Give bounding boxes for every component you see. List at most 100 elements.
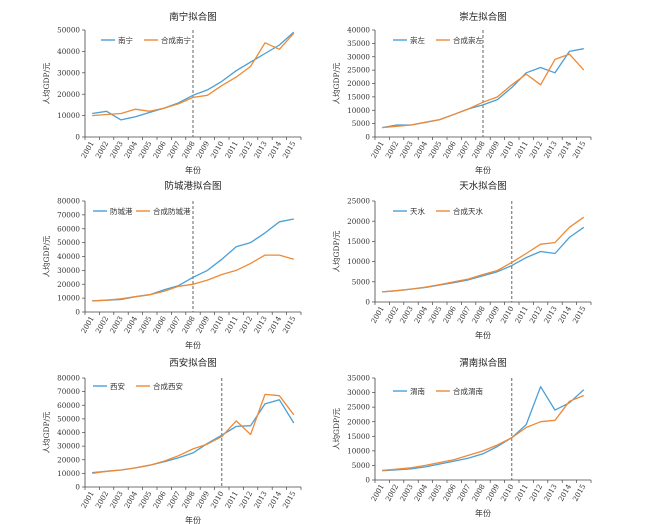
y-tick-label: 10000 xyxy=(347,446,370,455)
y-tick-label: 40000 xyxy=(347,26,370,35)
y-tick-label: 60000 xyxy=(57,224,80,233)
x-tick-label: 2004 xyxy=(122,314,139,335)
chart-title: 渭南拟合图 xyxy=(459,357,507,369)
x-tick-label: 2011 xyxy=(223,140,240,160)
x-tick-label: 2005 xyxy=(137,314,154,335)
chart-title: 崇左拟合图 xyxy=(459,11,507,23)
x-tick-label: 2011 xyxy=(513,483,530,503)
x-tick-label: 2011 xyxy=(223,490,240,510)
x-tick-label: 2003 xyxy=(108,314,125,335)
y-tick-label: 30000 xyxy=(57,442,80,451)
y-tick-label: 50000 xyxy=(57,414,80,423)
y-tick-label: 30000 xyxy=(57,266,80,275)
x-tick-label: 2012 xyxy=(527,140,544,160)
x-tick-label: 2013 xyxy=(252,489,269,510)
y-tick-label: 60000 xyxy=(57,401,80,410)
x-tick-label: 2007 xyxy=(165,139,182,160)
y-tick-label: 35000 xyxy=(347,374,370,383)
x-tick-label: 2014 xyxy=(266,314,283,335)
series-line-actual xyxy=(92,31,295,121)
y-tick-label: 0 xyxy=(75,308,80,317)
y-tick-label: 15000 xyxy=(347,92,370,101)
x-tick-label: 2009 xyxy=(194,314,211,335)
x-tick-label: 2007 xyxy=(455,482,472,503)
x-tick-label: 2012 xyxy=(237,490,254,510)
y-axis-label: 人均GDP/元 xyxy=(41,411,51,454)
y-tick-label: 30000 xyxy=(347,52,370,61)
y-tick-label: 10000 xyxy=(347,106,370,115)
series-line-synthetic xyxy=(382,216,585,293)
y-tick-label: 5000 xyxy=(352,461,371,470)
x-tick-label: 2015 xyxy=(571,482,588,503)
x-tick-label: 2008 xyxy=(180,489,197,510)
chart-title: 西安拟合图 xyxy=(169,357,217,369)
x-tick-label: 2010 xyxy=(209,489,226,510)
x-tick-label: 2006 xyxy=(441,304,458,325)
x-tick-label: 2011 xyxy=(513,140,530,160)
x-tick-label: 2013 xyxy=(542,482,559,503)
x-tick-label: 2013 xyxy=(542,304,559,325)
x-tick-label: 2005 xyxy=(427,482,444,503)
y-tick-label: 30000 xyxy=(57,68,80,77)
x-tick-label: 2006 xyxy=(151,139,168,160)
x-tick-label: 2010 xyxy=(209,139,226,160)
x-tick-label: 2014 xyxy=(266,489,283,510)
y-axis-label: 人均GDP/元 xyxy=(41,62,51,105)
legend-label: 合成南宁 xyxy=(161,35,191,45)
legend-label: 崇左 xyxy=(410,35,425,45)
chart-title: 南宁拟合图 xyxy=(169,11,217,23)
legend-label: 合成西安 xyxy=(153,381,183,391)
x-tick-label: 2008 xyxy=(180,139,197,160)
series-line-synthetic xyxy=(382,394,585,472)
chart-panel: 天水拟合图05000100001500020000250002001200220… xyxy=(331,180,592,340)
x-tick-label: 2002 xyxy=(93,140,110,160)
x-tick-label: 2003 xyxy=(108,489,125,510)
chart-title: 天水拟合图 xyxy=(459,180,507,192)
x-tick-label: 2010 xyxy=(209,314,226,335)
x-tick-label: 2011 xyxy=(513,305,530,325)
series-line-actual xyxy=(92,399,295,474)
y-tick-label: 10000 xyxy=(57,469,80,478)
x-tick-label: 2002 xyxy=(383,305,400,325)
x-tick-label: 2015 xyxy=(571,139,588,160)
y-tick-label: 50000 xyxy=(57,238,80,247)
series-line-actual xyxy=(382,386,585,472)
x-tick-label: 2004 xyxy=(412,304,429,325)
x-tick-label: 2001 xyxy=(79,490,96,510)
x-tick-label: 2008 xyxy=(180,314,197,335)
x-tick-label: 2001 xyxy=(369,140,386,160)
x-axis-label: 年份 xyxy=(185,515,201,524)
y-tick-label: 5000 xyxy=(352,277,371,286)
chart-panel: 西安拟合图 0 10000 20000 30000 40000 50000 60000 7000… xyxy=(41,357,302,524)
y-tick-label: 10000 xyxy=(57,111,80,120)
x-tick-label: 2001 xyxy=(369,305,386,325)
y-tick-label: 0 xyxy=(365,133,370,142)
y-tick-label: 5000 xyxy=(352,119,371,128)
y-tick-label: 0 xyxy=(365,298,370,307)
x-tick-label: 2012 xyxy=(237,315,254,335)
x-tick-label: 2006 xyxy=(441,139,458,160)
y-axis-label: 人均GDP/元 xyxy=(331,62,341,105)
y-tick-label: 20000 xyxy=(347,217,370,226)
x-tick-label: 2009 xyxy=(194,139,211,160)
series-line-synthetic xyxy=(382,53,585,129)
x-tick-label: 2015 xyxy=(281,314,298,335)
chart-title: 防城港拟合图 xyxy=(164,180,221,192)
y-tick-label: 20000 xyxy=(347,79,370,88)
legend-label: 南宁 xyxy=(118,35,133,45)
series-line-synthetic xyxy=(92,393,295,475)
y-tick-label: 40000 xyxy=(57,252,80,261)
x-tick-label: 2003 xyxy=(398,482,415,503)
y-tick-label: 70000 xyxy=(57,210,80,219)
x-axis-label: 年份 xyxy=(185,165,201,175)
y-tick-label: 40000 xyxy=(57,47,80,56)
x-tick-label: 2009 xyxy=(194,489,211,510)
x-tick-label: 2013 xyxy=(542,139,559,160)
x-tick-label: 2006 xyxy=(151,489,168,510)
x-tick-label: 2013 xyxy=(252,314,269,335)
y-tick-label: 40000 xyxy=(57,428,80,437)
x-tick-label: 2007 xyxy=(455,139,472,160)
legend-label: 渭南 xyxy=(410,386,425,396)
chart-panel: 防城港拟合图 0 10000 20000 30000 40000 50000 60000 700… xyxy=(41,180,302,350)
x-tick-label: 2015 xyxy=(281,489,298,510)
